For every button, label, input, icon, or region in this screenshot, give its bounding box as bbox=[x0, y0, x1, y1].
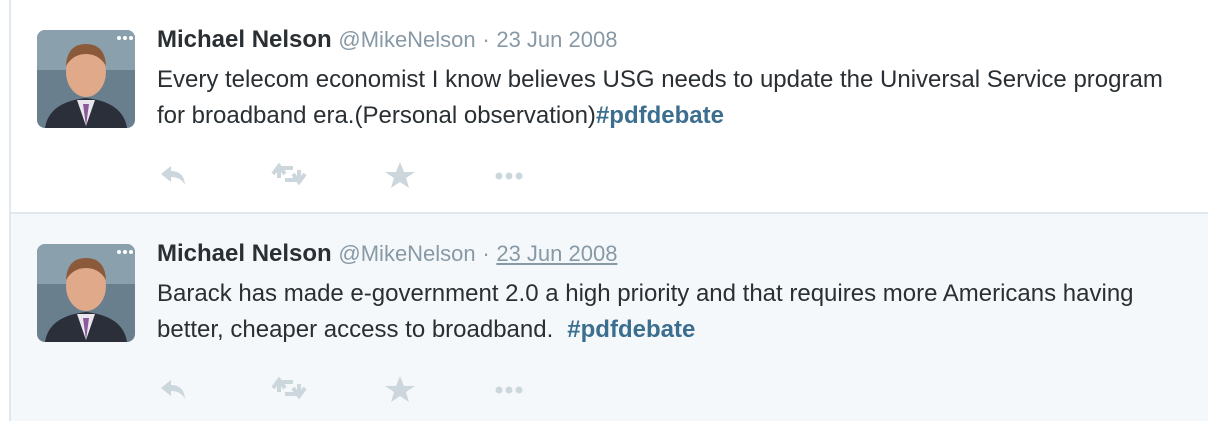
avatar[interactable] bbox=[37, 244, 135, 342]
more-icon[interactable] bbox=[496, 387, 523, 394]
tweet[interactable]: Michael Nelson @MikeNelson · 23 Jun 2008… bbox=[11, 0, 1208, 214]
retweet-icon[interactable] bbox=[273, 166, 305, 182]
author-name[interactable]: Michael Nelson bbox=[157, 240, 332, 267]
hashtag[interactable]: #pdfdebate bbox=[596, 102, 724, 129]
more-icon[interactable] bbox=[496, 173, 523, 180]
tweet-date[interactable]: 23 Jun 2008 bbox=[496, 241, 617, 266]
tweet-text: Every telecom economist I know believes … bbox=[157, 62, 1167, 134]
tweet-date[interactable]: 23 Jun 2008 bbox=[496, 27, 617, 52]
tweet-feed: Michael Nelson @MikeNelson · 23 Jun 2008… bbox=[9, 0, 1208, 421]
author-handle[interactable]: @MikeNelson bbox=[338, 27, 475, 52]
avatar[interactable] bbox=[37, 30, 135, 128]
reply-icon[interactable] bbox=[161, 166, 185, 185]
actions bbox=[157, 160, 557, 190]
tweet-text: Barack has made e-government 2.0 a high … bbox=[157, 276, 1167, 348]
hashtag[interactable]: #pdfdebate bbox=[567, 316, 695, 343]
favorite-icon[interactable] bbox=[385, 376, 415, 402]
reply-icon[interactable] bbox=[161, 380, 185, 399]
separator: · bbox=[482, 241, 489, 266]
author-name[interactable]: Michael Nelson bbox=[157, 26, 332, 53]
separator: · bbox=[482, 27, 489, 52]
retweet-icon[interactable] bbox=[273, 380, 305, 396]
author-handle[interactable]: @MikeNelson bbox=[338, 241, 475, 266]
favorite-icon[interactable] bbox=[385, 162, 415, 188]
actions bbox=[157, 374, 557, 404]
tweet[interactable]: Michael Nelson @MikeNelson · 23 Jun 2008… bbox=[11, 214, 1208, 421]
